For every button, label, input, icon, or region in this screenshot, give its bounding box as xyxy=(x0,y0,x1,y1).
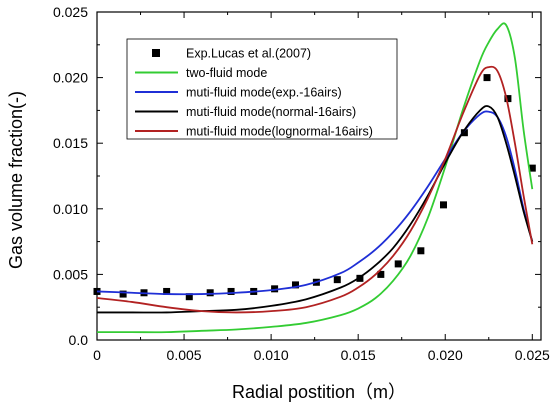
legend: Exp.Lucas et al.(2007) two-fluid mode muti… xyxy=(126,38,398,140)
y-tick-label: 0.025 xyxy=(53,4,88,20)
series-3-line xyxy=(97,105,534,314)
y-tick-label: 0.015 xyxy=(53,135,88,151)
series-0-point xyxy=(185,293,193,301)
x-tick-label: 0.015 xyxy=(341,347,376,363)
series-0-point xyxy=(528,164,536,172)
legend-label-2: muti-fluid mode(exp.-16airs) xyxy=(186,86,342,100)
series-0-point xyxy=(483,74,491,82)
x-tick-label: 0.010 xyxy=(254,347,289,363)
legend-label-0: Exp.Lucas et al.(2007) xyxy=(186,47,311,61)
series-0-point xyxy=(271,285,279,293)
series-0-point xyxy=(394,260,402,268)
series-0-point xyxy=(356,274,364,282)
series-0-point xyxy=(119,290,127,298)
series-0-point xyxy=(417,247,425,255)
legend-swatch-0 xyxy=(152,49,160,57)
y-tick-label: 0.0 xyxy=(69,332,89,348)
series-0-point xyxy=(504,95,512,103)
x-tick-label: 0.020 xyxy=(428,347,463,363)
series-1-line xyxy=(96,22,534,334)
series-0-point xyxy=(227,287,235,295)
x-tick-label: 0 xyxy=(93,347,101,363)
x-axis-title: Radial postition（m） xyxy=(232,382,406,402)
y-tick-label: 0.020 xyxy=(53,70,88,86)
series-0-point xyxy=(377,270,385,278)
series-layer xyxy=(93,22,536,334)
series-0-point xyxy=(439,201,447,209)
legend-label-4: muti-fluid mode(lognormal-16airs) xyxy=(186,125,373,139)
x-tick-label: 0.005 xyxy=(167,347,202,363)
series-0-point xyxy=(460,129,468,137)
series-0-point xyxy=(333,276,341,284)
series-0-point xyxy=(163,287,171,295)
legend-box xyxy=(126,38,398,140)
series-4-line xyxy=(96,65,534,314)
y-tick-label: 0.010 xyxy=(53,201,88,217)
legend-label-3: muti-fluid mode(normal-16airs) xyxy=(186,105,356,119)
x-tick-label: 0.025 xyxy=(515,347,550,363)
series-2-line xyxy=(96,110,534,296)
y-tick-label: 0.005 xyxy=(53,266,88,282)
series-0-point xyxy=(206,289,214,297)
series-0-point xyxy=(291,281,299,289)
y-axis-title: Gas volume fraction(-) xyxy=(6,91,26,269)
axis-ticks: 0 0.005 0.010 0.015 0.020 0.025 0.0 0.005 0.010 0… xyxy=(53,4,550,363)
legend-label-1: two-fluid mode xyxy=(186,66,267,80)
